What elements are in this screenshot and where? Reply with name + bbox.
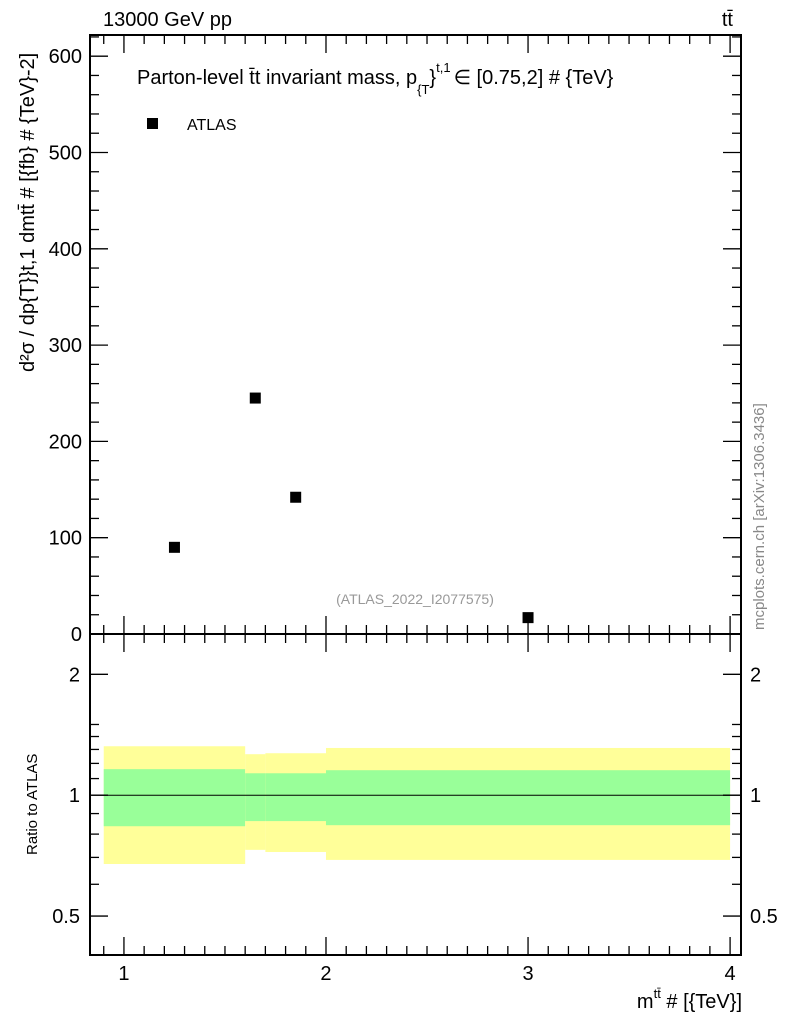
process-label: tt̄ bbox=[722, 9, 734, 31]
ratio-y-tick-label: 0.5 bbox=[52, 906, 80, 928]
y-tick-label: 400 bbox=[49, 239, 82, 261]
y-tick-label: 600 bbox=[49, 46, 82, 68]
y-tick-label: 500 bbox=[49, 142, 82, 164]
ratio-frame bbox=[89, 633, 742, 956]
legend-marker bbox=[147, 118, 158, 129]
x-tick-label: 3 bbox=[522, 963, 533, 985]
x-tick-label: 2 bbox=[320, 963, 331, 985]
ratio-y-tick-label-right: 1 bbox=[750, 785, 761, 807]
x-tick-label: 4 bbox=[725, 963, 736, 985]
x-axis-label: mtt̄ # [{TeV}] bbox=[637, 986, 742, 1013]
ratio-y-tick-label-right: 2 bbox=[750, 664, 761, 686]
ratio-y-tick-label: 2 bbox=[69, 664, 80, 686]
y-tick-label: 300 bbox=[49, 335, 82, 357]
analysis-annotation: (ATLAS_2022_I2077575) bbox=[336, 591, 494, 607]
ratio-y-tick-label: 1 bbox=[69, 785, 80, 807]
green-band-bin bbox=[265, 773, 326, 822]
atlas-data-point bbox=[249, 392, 261, 404]
green-band-bin bbox=[245, 773, 266, 822]
chart-title: Parton-level t̄t invariant mass, p{T}t,1… bbox=[137, 60, 614, 97]
energy-label: 13000 GeV pp bbox=[103, 9, 232, 31]
ratio-y-tick-label-right: 0.5 bbox=[750, 906, 778, 928]
atlas-data-point bbox=[290, 491, 302, 503]
green-band-bin bbox=[103, 769, 246, 827]
y-axis-label: d²σ / dp{T}}t,1 dmtt̄ # [{fb} # {TeV}-2] bbox=[17, 53, 39, 372]
green-band-bin bbox=[325, 770, 731, 826]
legend-label: ATLAS bbox=[187, 117, 237, 134]
ratio-y-axis-label: Ratio to ATLAS bbox=[24, 754, 41, 855]
x-tick-label: 1 bbox=[118, 963, 129, 985]
atlas-data-point bbox=[168, 541, 180, 553]
atlas-data-point bbox=[522, 612, 534, 624]
y-tick-label: 100 bbox=[49, 528, 82, 550]
y-tick-label: 0 bbox=[71, 624, 82, 646]
y-tick-label: 200 bbox=[49, 431, 82, 453]
mcplots-credit: mcplots.cern.ch [arXiv:1306.3436] bbox=[751, 403, 768, 630]
